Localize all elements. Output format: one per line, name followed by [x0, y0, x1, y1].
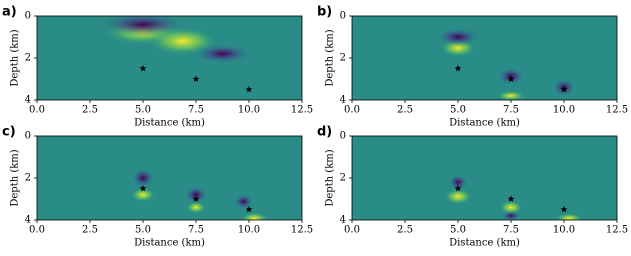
y-tick-label: 4	[25, 95, 31, 106]
image-area	[37, 136, 302, 220]
x-tick-label: 10.0	[553, 225, 575, 236]
wavefield	[184, 185, 208, 204]
x-tick-label: 2.5	[397, 225, 413, 236]
panel-label: c)	[2, 125, 16, 140]
x-axis-label: Distance (km)	[134, 238, 205, 249]
star-marker	[245, 205, 253, 213]
x-tick-label: 5.0	[450, 225, 466, 236]
panel-label: a)	[2, 5, 17, 20]
y-tick-label: 0	[340, 131, 346, 142]
y-tick-label: 2	[25, 173, 31, 184]
x-tick-label: 12.5	[291, 225, 313, 236]
y-tick-label: 4	[340, 215, 346, 226]
star-marker	[507, 75, 515, 82]
y-axis-label: Depth (km)	[10, 29, 21, 86]
x-tick-label: 0.0	[344, 105, 360, 116]
x-tick-label: 0.0	[29, 225, 45, 236]
star-marker	[192, 75, 200, 82]
wavefield	[497, 90, 525, 100]
x-tick-label: 5.0	[450, 105, 466, 116]
star-marker	[139, 184, 147, 192]
wavefield	[131, 187, 155, 202]
y-axis-label: Depth (km)	[325, 29, 336, 86]
y-tick-label: 4	[25, 215, 31, 226]
wavefield	[436, 28, 480, 46]
image-area	[352, 136, 617, 220]
x-tick-label: 5.0	[135, 225, 151, 236]
star-marker	[139, 64, 147, 72]
panel-label: d)	[317, 125, 332, 140]
wavefield	[186, 201, 206, 214]
x-tick-label: 7.5	[503, 105, 519, 116]
x-tick-label: 7.5	[188, 225, 204, 236]
y-axis-label: Depth (km)	[10, 149, 21, 206]
x-tick-label: 2.5	[82, 225, 98, 236]
x-tick-label: 10.0	[553, 105, 575, 116]
y-tick-label: 2	[340, 173, 346, 184]
wavefield	[499, 200, 523, 215]
x-axis-label: Distance (km)	[449, 118, 520, 129]
star-marker	[454, 184, 462, 192]
x-tick-label: 2.5	[82, 105, 98, 116]
image-area	[37, 16, 302, 100]
x-tick-label: 0.0	[344, 225, 360, 236]
wavefield	[192, 43, 253, 64]
wavefield	[233, 193, 254, 210]
x-tick-label: 7.5	[503, 225, 519, 236]
x-axis-label: Distance (km)	[449, 238, 520, 249]
y-tick-label: 0	[25, 11, 31, 22]
wavefield	[240, 212, 269, 220]
x-tick-label: 10.0	[238, 225, 260, 236]
star-marker	[245, 85, 253, 93]
image-background	[352, 136, 617, 220]
y-tick-label: 2	[25, 53, 31, 64]
wavefield	[555, 213, 584, 220]
y-tick-label: 0	[25, 131, 31, 142]
x-tick-label: 12.5	[606, 105, 628, 116]
wavefield	[448, 174, 468, 191]
x-tick-label: 12.5	[291, 105, 313, 116]
wavefield	[501, 210, 521, 220]
panel-label: b)	[317, 5, 332, 20]
wavefield	[444, 188, 472, 205]
image-area	[352, 16, 617, 100]
wavefield	[131, 168, 155, 188]
x-axis-label: Distance (km)	[134, 118, 205, 129]
x-tick-label: 10.0	[238, 105, 260, 116]
x-tick-label: 12.5	[606, 225, 628, 236]
star-marker	[560, 85, 568, 93]
x-tick-label: 5.0	[135, 105, 151, 116]
star-marker	[560, 205, 568, 213]
star-marker	[507, 195, 515, 202]
x-tick-label: 2.5	[397, 105, 413, 116]
image-background	[37, 136, 302, 220]
y-tick-label: 0	[340, 11, 346, 22]
x-tick-label: 7.5	[188, 105, 204, 116]
star-marker	[192, 195, 200, 202]
y-axis-label: Depth (km)	[325, 149, 336, 206]
y-tick-label: 4	[340, 95, 346, 106]
x-tick-label: 0.0	[29, 105, 45, 116]
image-background	[352, 16, 617, 100]
y-tick-label: 2	[340, 53, 346, 64]
star-marker	[454, 64, 462, 72]
